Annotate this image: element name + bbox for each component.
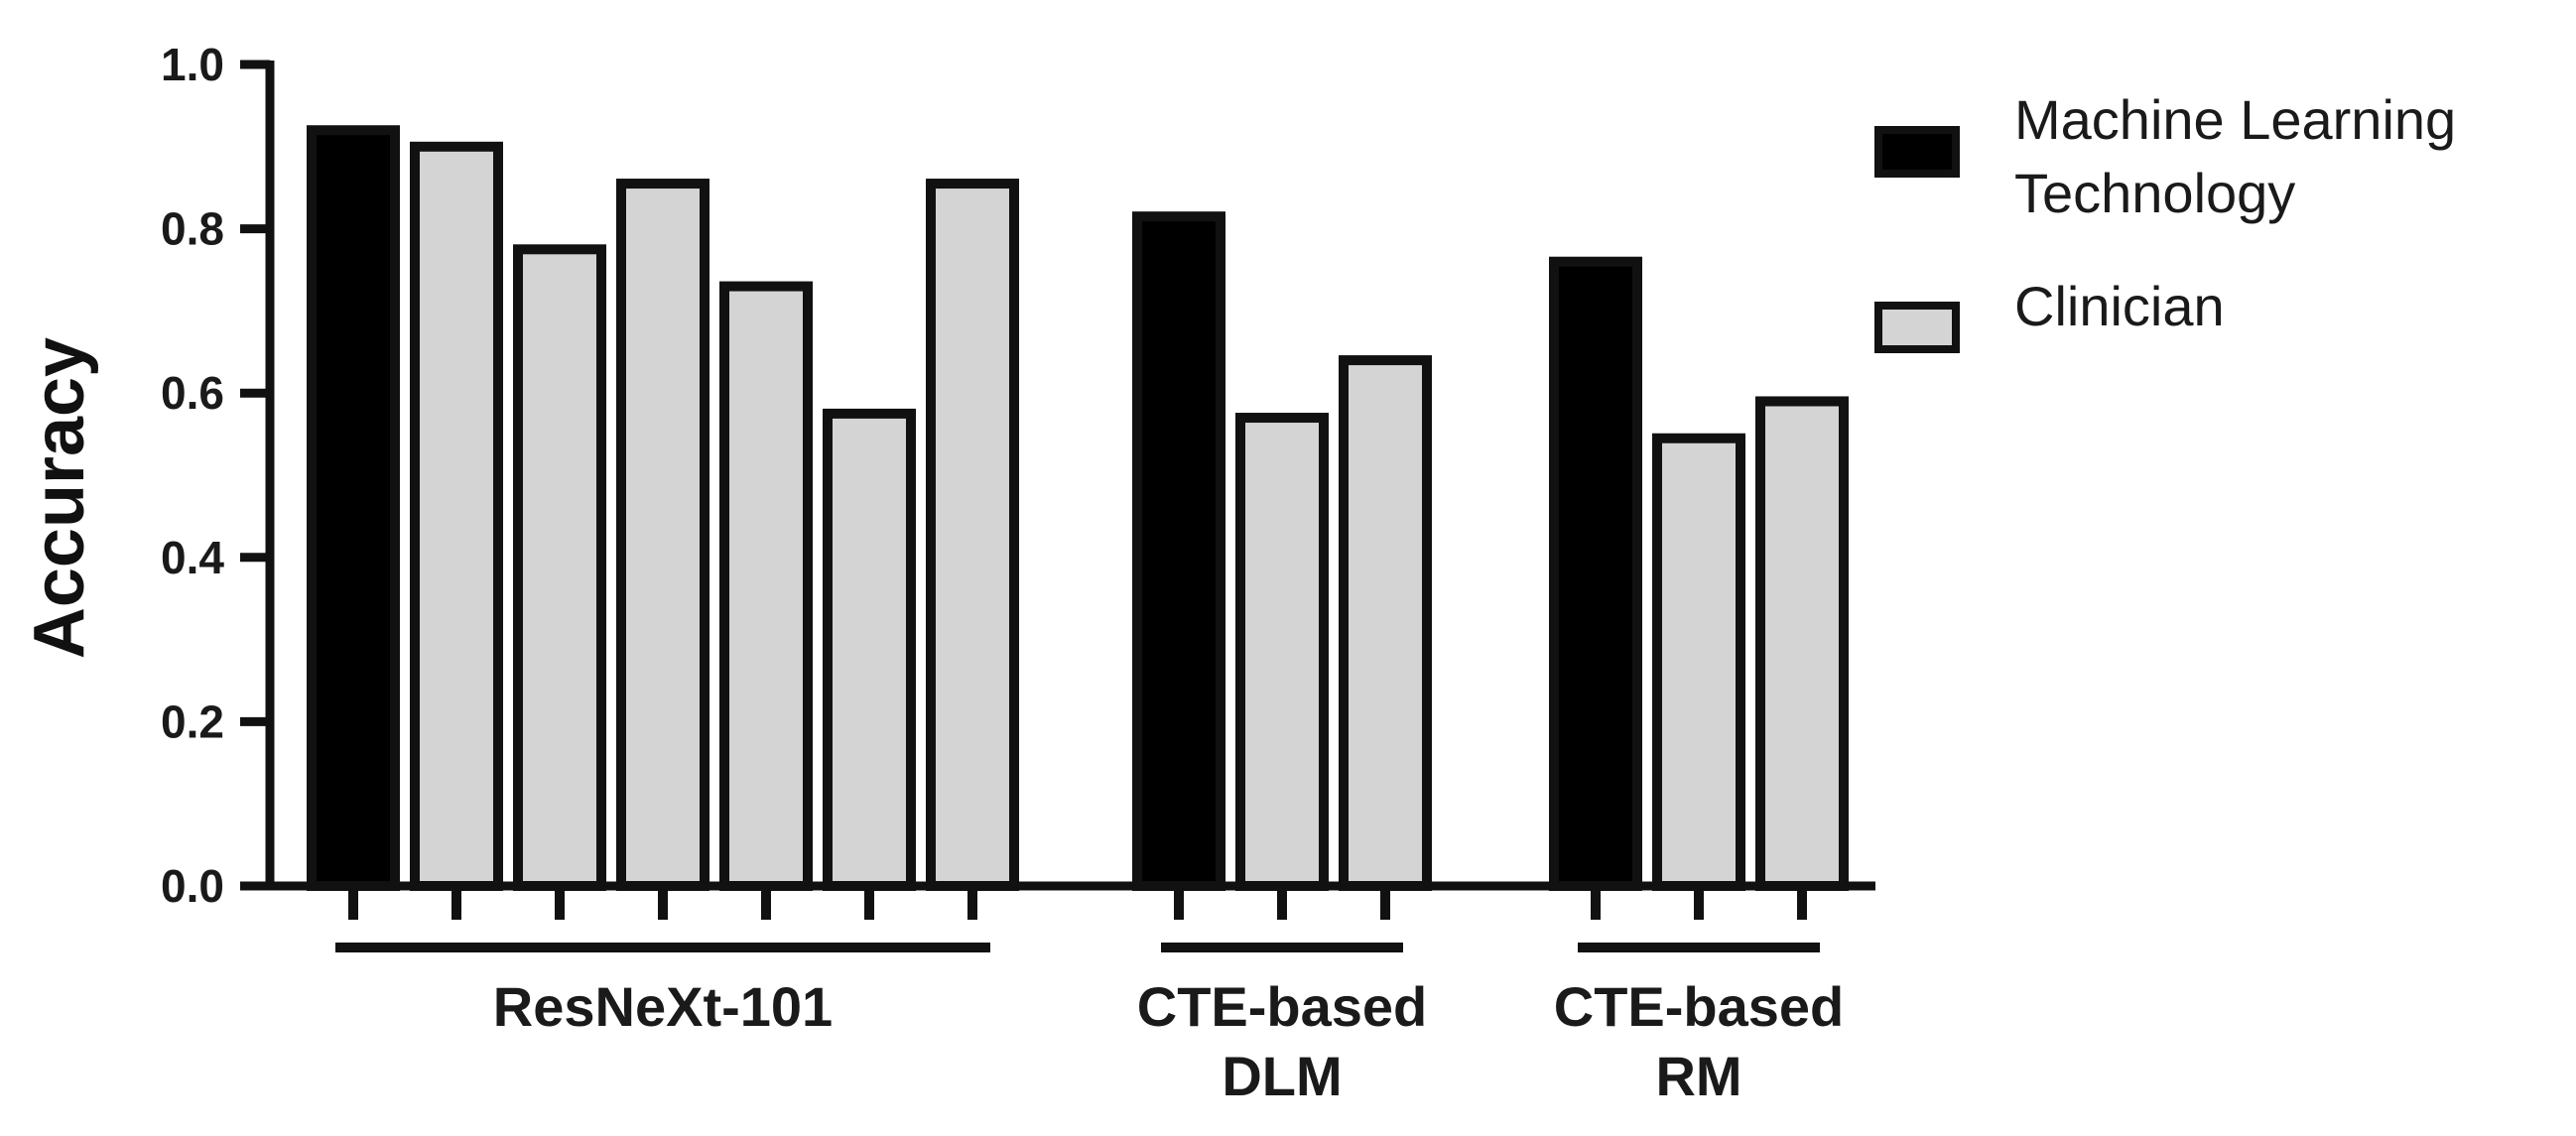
bar-clinician — [616, 179, 709, 891]
y-tick-label: 0.8 — [161, 203, 224, 255]
legend-swatch-clinician — [1874, 302, 1960, 353]
bars — [307, 125, 1849, 892]
bar-clinician — [1235, 413, 1329, 891]
legend-label-line: Clinician — [2014, 275, 2225, 337]
bar-clinician — [823, 408, 916, 891]
y-tick-label: 0.2 — [161, 695, 224, 747]
y-tick-label: 0.6 — [161, 367, 224, 419]
bar-machine-learning — [1549, 256, 1642, 892]
legend: Machine Learning Technology Clinician — [1874, 88, 2456, 353]
bar-group — [307, 125, 1019, 892]
bar-clinician — [926, 179, 1019, 891]
group-label: ResNeXt-101 — [493, 975, 833, 1038]
bar-machine-learning — [307, 125, 400, 892]
legend-swatch-machine-learning — [1874, 126, 1960, 178]
bar-clinician — [1339, 355, 1432, 891]
bar-machine-learning — [1132, 211, 1225, 891]
group-label-line: RM — [1655, 1045, 1741, 1107]
bar-clinician — [1755, 396, 1849, 891]
y-tick-label: 1.0 — [161, 39, 224, 90]
legend-label-clinician: Clinician — [2014, 275, 2225, 337]
bar-clinician — [513, 244, 606, 892]
bar-clinician — [1652, 433, 1745, 891]
y-axis: 0.0 0.2 0.4 0.6 0.8 1.0 — [161, 39, 275, 912]
legend-label-line: Technology — [2014, 162, 2295, 224]
bar-clinician — [410, 141, 503, 892]
group-label-line: CTE-based — [1137, 975, 1428, 1038]
group-label-line: DLM — [1222, 1045, 1342, 1107]
legend-label-line: Machine Learning — [2014, 88, 2456, 151]
group-label-line: CTE-based — [1554, 975, 1845, 1038]
bar-group — [1549, 256, 1849, 892]
bar-clinician — [719, 281, 813, 891]
y-tick-label: 0.4 — [161, 532, 224, 583]
y-tick-label: 0.0 — [161, 860, 224, 912]
group-label: CTE-based DLM — [1137, 975, 1428, 1107]
bar-group — [1132, 211, 1432, 891]
group-label: CTE-based RM — [1554, 975, 1845, 1107]
x-axis: ResNeXt-101 CTE-based DLM CTE-based RM — [266, 881, 1875, 1107]
group-label-line: ResNeXt-101 — [493, 975, 833, 1038]
y-axis-title: Accuracy — [20, 337, 99, 659]
legend-label-machine-learning: Machine Learning Technology — [2014, 88, 2456, 224]
